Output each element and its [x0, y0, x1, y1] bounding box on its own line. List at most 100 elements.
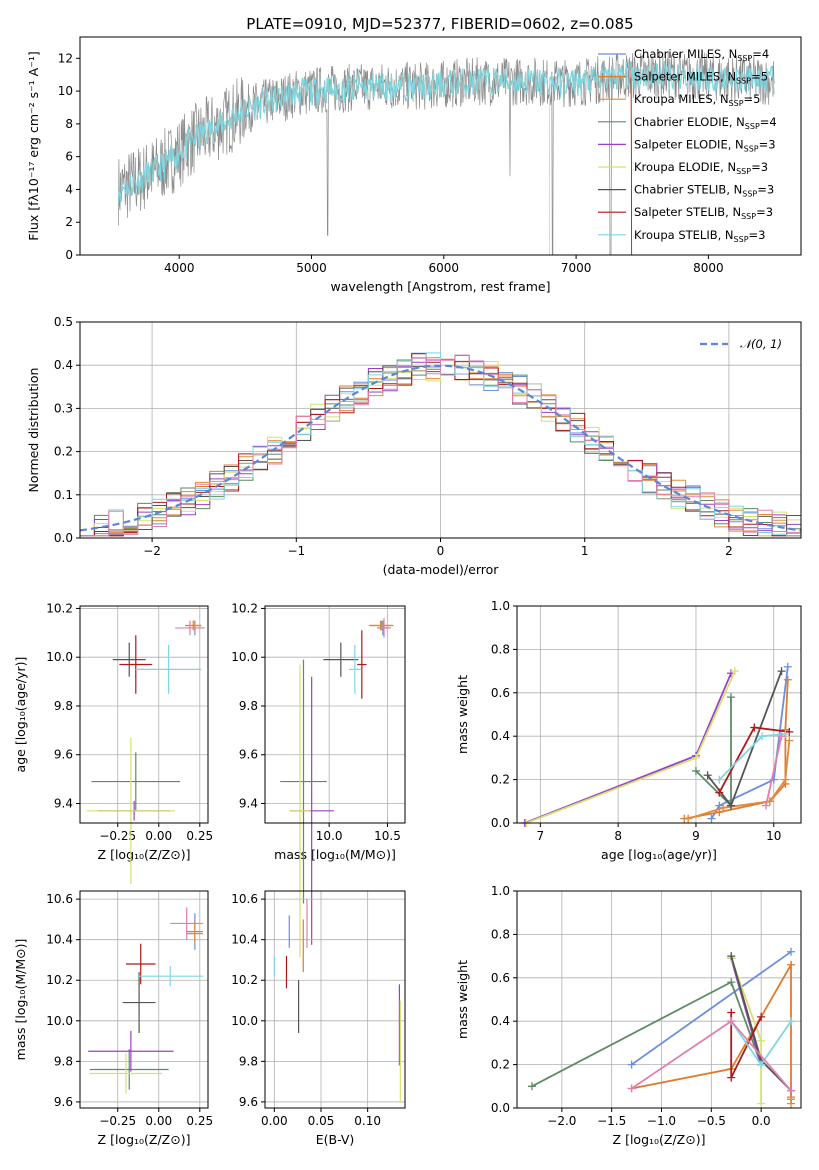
x-tick-label: −2 [143, 544, 161, 558]
axes-frame [79, 890, 209, 1109]
x-tick-label: 8 [614, 829, 622, 843]
legend-entry-subscript: SSP [737, 54, 752, 63]
mass-weight-marker [727, 1008, 736, 1017]
y-tick-label: 4 [65, 182, 73, 196]
x-tick-label: 10 [766, 829, 781, 843]
mass-weight-marker [719, 803, 728, 812]
y-tick-label: 0.6 [491, 686, 510, 700]
x-tick-label: −0.25 [99, 1114, 136, 1128]
x-tick-label: 0 [437, 544, 445, 558]
mass-weight-marker [757, 1012, 766, 1021]
y-axis-label: mass weight [455, 675, 470, 754]
y-tick-label: 0 [65, 248, 73, 262]
y-tick-label: 0.1 [54, 488, 73, 502]
y-tick-label: 9.6 [239, 1095, 258, 1109]
x-axis-label: age [log₁₀(age/yr)] [601, 847, 717, 862]
x-tick-label: 0.00 [261, 1114, 288, 1128]
x-tick-label: 0.10 [354, 1114, 381, 1128]
y-tick-label: 10.4 [46, 933, 73, 947]
legend-entry-name: Kroupa MILES, N [634, 92, 729, 106]
y-tick-label: 12 [58, 51, 73, 65]
mass-weight-marker [691, 753, 700, 762]
x-tick-label: 0.00 [145, 1114, 172, 1128]
legend-entry: Kroupa ELODIE, NSSP=3 [634, 160, 768, 176]
spectrum-lines [117, 50, 775, 255]
y-tick-label: 0.0 [491, 1101, 510, 1115]
legend-entry-name: Kroupa ELODIE, N [634, 160, 736, 174]
x-tick-label: 7000 [561, 261, 592, 275]
mass-weight-marker [726, 801, 735, 810]
axes-frame [264, 605, 406, 824]
legend-entry-name: Salpeter MILES, N [634, 70, 736, 84]
mass-weight-marker [627, 1060, 636, 1069]
legend-entry: Salpeter MILES, NSSP=5 [634, 70, 768, 86]
spectrum-title: PLATE=0910, MJD=52377, FIBERID=0602, z=0… [246, 15, 633, 33]
spectrum-panel: 4000 5000 6000 7000 8000 0 2 4 6 8 10 12 wavelength … [26, 36, 802, 294]
mass-weight-marker [715, 788, 724, 797]
age-vs-metallicity-panel: −0.25 0.00 0.25 9.4 9.6 9.8 10.0 10.2 Z [log₁₀(Z… [13, 601, 213, 884]
legend-entry-value: =5 [751, 70, 768, 84]
legend-entry-subscript: SSP [729, 99, 744, 108]
y-tick-label: 9.6 [54, 1095, 73, 1109]
mass-weight-marker [757, 1099, 766, 1108]
y-tick-label: 0.0 [54, 531, 73, 545]
mass-weight-marker [783, 675, 792, 684]
legend-entry-name: Chabrier ELODIE, N [634, 115, 745, 129]
y-tick-label: 9.6 [54, 748, 73, 762]
legend-entry-value: =4 [752, 47, 769, 61]
x-axis-label: mass [log₁₀(M/M⊙)] [274, 847, 396, 862]
legend-entry-subscript: SSP [736, 167, 751, 176]
mass-weight-marker [703, 771, 712, 780]
axes-frame [79, 36, 802, 256]
x-axis-label: wavelength [Angstrom, rest frame] [330, 279, 550, 294]
mass-weight-marker [787, 947, 796, 956]
mass-weight-marker [750, 723, 759, 732]
y-tick-label: 8 [65, 117, 73, 131]
y-axis-label: age [log₁₀(age/yr)] [13, 657, 28, 773]
axes-frame [516, 605, 802, 824]
legend-entry-name: Chabrier STELIB, N [634, 183, 742, 197]
x-tick-label: 0.0 [752, 1114, 771, 1128]
y-tick-label: 9.8 [239, 699, 258, 713]
legend-entry-subscript: SSP [736, 77, 751, 86]
mass-weight-marker [757, 1060, 766, 1069]
mass-weight-marker [730, 667, 739, 676]
x-axis-label: Z [log₁₀(Z/Z⊙)] [98, 847, 191, 862]
mass-weight-marker [787, 960, 796, 969]
mass-weight-marker [785, 736, 794, 745]
y-tick-label: 0.0 [491, 816, 510, 830]
mass-weight-marker [761, 801, 770, 810]
mass-weight-line [631, 951, 792, 1066]
y-tick-label: 0.5 [54, 315, 73, 329]
age-vs-mass-panel: 10.0 10.5 9.4 9.6 9.8 10.0 10.2 mass [log₁₀(M/M… [231, 601, 406, 958]
mass-weight-marker [727, 1073, 736, 1082]
y-tick-label: 0.4 [491, 729, 510, 743]
y-tick-label: 9.6 [239, 748, 258, 762]
axes-frame [79, 321, 802, 539]
mass-weight-marker [787, 1086, 796, 1095]
x-tick-label: −0.5 [697, 1114, 726, 1128]
y-tick-label: 1.0 [491, 884, 510, 898]
legend-entry: Salpeter ELODIE, NSSP=3 [634, 137, 776, 153]
y-tick-label: 10.6 [46, 892, 73, 906]
x-tick-label: −1 [287, 544, 305, 558]
x-tick-label: 10.0 [316, 829, 343, 843]
y-tick-label: 10 [58, 84, 73, 98]
mass-weight-marker [787, 1017, 796, 1026]
x-axis-label: Z [log₁₀(Z/Z⊙)] [613, 1132, 706, 1147]
y-tick-label: 0.8 [491, 927, 510, 941]
y-tick-label: 0.6 [491, 971, 510, 985]
mass-weight-marker [707, 814, 716, 823]
y-tick-label: 1.0 [491, 599, 510, 613]
mass-weight-marker [627, 1084, 636, 1093]
mass-weight-marker [777, 732, 786, 741]
x-tick-label: 0.25 [186, 1114, 213, 1128]
mass-weight-marker [684, 814, 693, 823]
axes-frame [79, 605, 209, 824]
y-tick-label: 10.6 [231, 892, 258, 906]
y-tick-label: 0.4 [54, 358, 73, 372]
x-tick-label: −0.25 [99, 829, 136, 843]
y-axis-label: Normed distribution [26, 368, 41, 493]
y-tick-label: 10.2 [231, 601, 258, 615]
